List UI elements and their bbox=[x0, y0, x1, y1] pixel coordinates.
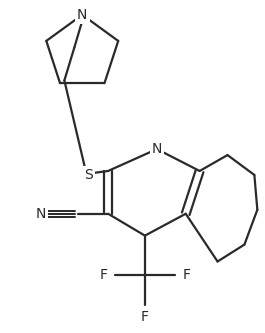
Text: F: F bbox=[141, 310, 149, 324]
Text: F: F bbox=[99, 268, 107, 282]
Text: N: N bbox=[152, 142, 162, 156]
Text: F: F bbox=[183, 268, 191, 282]
Text: N: N bbox=[35, 207, 46, 221]
Text: N: N bbox=[77, 8, 87, 22]
Text: S: S bbox=[84, 168, 92, 182]
